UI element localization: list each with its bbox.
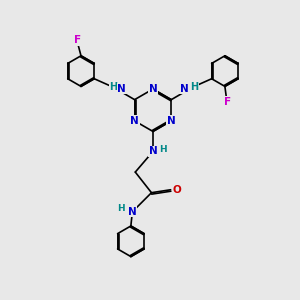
Text: O: O bbox=[172, 185, 181, 195]
Text: N: N bbox=[117, 84, 126, 94]
Text: H: H bbox=[190, 82, 198, 92]
Text: N: N bbox=[148, 146, 157, 157]
Text: N: N bbox=[167, 116, 176, 126]
Text: N: N bbox=[180, 84, 189, 94]
Text: N: N bbox=[148, 84, 157, 94]
Text: F: F bbox=[224, 97, 231, 107]
Text: F: F bbox=[74, 35, 82, 45]
Text: H: H bbox=[159, 145, 167, 154]
Text: N: N bbox=[130, 116, 139, 126]
Text: H: H bbox=[109, 82, 117, 92]
Text: N: N bbox=[128, 207, 137, 217]
Text: H: H bbox=[117, 204, 125, 213]
